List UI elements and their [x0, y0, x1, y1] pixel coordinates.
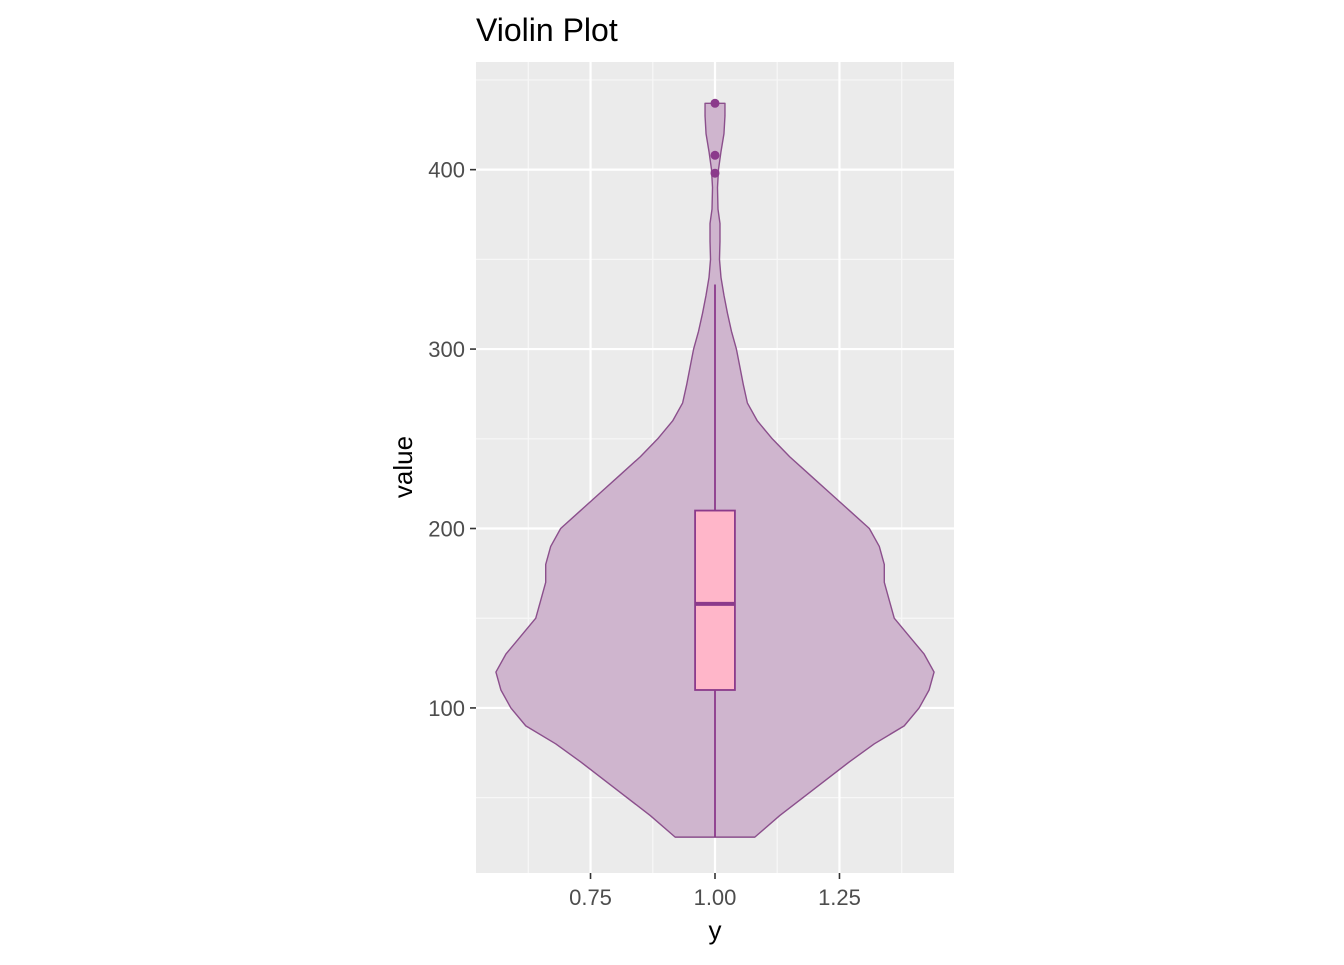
x-tick-label: 0.75	[569, 885, 612, 910]
y-axis-label: value	[388, 436, 418, 498]
chart-title: Violin Plot	[476, 12, 618, 48]
y-axis-ticks: 100 200 300 400	[428, 158, 476, 721]
outlier-point	[710, 168, 720, 178]
y-tick-label: 300	[428, 337, 465, 362]
outlier-point	[710, 98, 720, 108]
outlier-points	[710, 98, 720, 178]
y-tick-label: 200	[428, 517, 465, 542]
x-tick-label: 1.25	[818, 885, 861, 910]
outlier-point	[710, 150, 720, 160]
x-axis-ticks: 0.75 1.00 1.25	[569, 873, 861, 910]
box-iqr	[694, 509, 736, 691]
x-axis-label: y	[709, 915, 722, 945]
y-tick-label: 100	[428, 696, 465, 721]
y-tick-label: 400	[428, 158, 465, 183]
x-tick-label: 1.00	[694, 885, 737, 910]
boxplot	[694, 284, 736, 838]
